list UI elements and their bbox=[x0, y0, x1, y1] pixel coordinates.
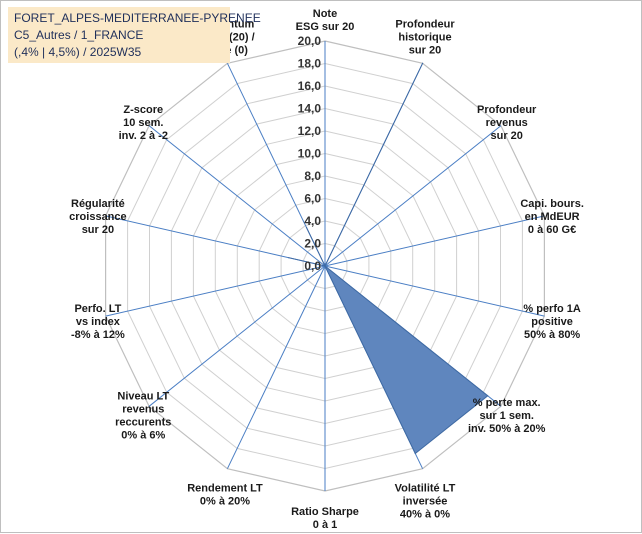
chart-title-line-3: (,4% | 4,5%) / 2025W35 bbox=[14, 45, 142, 59]
radar-axis-labels: Note ESG sur 20 Profondeur historique sur 20… bbox=[69, 8, 584, 531]
axis-label-line: Profondeur bbox=[477, 104, 537, 116]
radar-series bbox=[288, 62, 489, 455]
axis-label-line: Perfo. LT bbox=[74, 303, 121, 315]
tick-label: 2,0 bbox=[304, 237, 321, 251]
axis-label-line: sur 20 bbox=[82, 224, 114, 236]
tick-label: 0,0 bbox=[304, 259, 321, 273]
axis-label-line: 40% à 0% bbox=[400, 509, 450, 521]
tick-label: 12,0 bbox=[298, 124, 322, 138]
axis-label-line: revenus bbox=[122, 404, 164, 416]
axis-label-line: Capi. bours. bbox=[520, 198, 584, 210]
axis-label: Capi. bours. en MdEUR 0 à 60 G€ bbox=[520, 198, 584, 236]
axis-label-line: 50% à 80% bbox=[524, 329, 580, 341]
axis-spoke bbox=[324, 265, 545, 317]
axis-label-line: revenus bbox=[486, 117, 528, 129]
series-point bbox=[324, 265, 326, 267]
axis-label-line: en MdEUR bbox=[525, 211, 580, 223]
axis-label-line: Régularité bbox=[71, 198, 125, 210]
axis-spoke bbox=[148, 265, 326, 407]
series-point bbox=[487, 395, 489, 397]
radar-tick-labels: 0,0 2,0 4,0 6,0 8,0 10,0 12,0 14,0 16,0 18,0 20,0 bbox=[298, 34, 322, 273]
axis-label-line: % perte max. bbox=[473, 397, 541, 409]
axis-label: Niveau LT revenus reccurents 0% à 6% bbox=[115, 391, 171, 442]
axis-label: Volatilité LT inversée 40% à 0% bbox=[395, 483, 456, 521]
axis-label-line: sur 20 bbox=[490, 130, 522, 142]
tick-label: 20,0 bbox=[298, 34, 322, 48]
axis-label-line: historique bbox=[398, 31, 451, 43]
axis-label: % perte max. sur 1 sem. inv. 50% à 20% bbox=[468, 397, 546, 435]
axis-label-line: 0% à 6% bbox=[121, 430, 165, 442]
axis-label: Rendement LT 0% à 20% bbox=[187, 483, 263, 508]
axis-label-line: sur 20 bbox=[409, 44, 441, 56]
axis-label-line: Ratio Sharpe bbox=[291, 506, 359, 518]
axis-label: Z-score 10 sem. inv. 2 à -2 bbox=[119, 104, 168, 142]
chart-title-box: FORET_ALPES-MEDITERRANEE-PYRENEE C5_Autr… bbox=[8, 7, 261, 63]
axis-label: Profondeur revenus sur 20 bbox=[477, 104, 537, 142]
tick-label: 6,0 bbox=[304, 192, 321, 206]
tick-label: 8,0 bbox=[304, 169, 321, 183]
axis-label-line: sur 1 sem. bbox=[479, 410, 533, 422]
chart-title-line-2: C5_Autres / 1_FRANCE bbox=[14, 28, 144, 42]
tick-label: 16,0 bbox=[298, 79, 322, 93]
axis-label-line: -8% à 12% bbox=[71, 329, 125, 341]
chart-title-line-1: FORET_ALPES-MEDITERRANEE-PYRENEE bbox=[14, 11, 261, 25]
series-point bbox=[414, 452, 416, 455]
axis-label-line: 0% à 20% bbox=[200, 496, 250, 508]
axis-label-line: inv. 2 à -2 bbox=[119, 130, 168, 142]
axis-spoke bbox=[105, 265, 326, 317]
axis-label-line: 0 à 1 bbox=[313, 519, 337, 531]
axis-label-line: Note bbox=[313, 8, 337, 20]
axis-spoke bbox=[148, 125, 326, 267]
axis-label-line: 0 à 60 G€ bbox=[528, 224, 576, 236]
axis-label: Note ESG sur 20 bbox=[296, 8, 355, 33]
series-point bbox=[288, 257, 290, 259]
axis-label: Profondeur historique sur 20 bbox=[395, 18, 455, 56]
axis-label-line: Volatilité LT bbox=[395, 483, 456, 495]
tick-label: 18,0 bbox=[298, 57, 322, 71]
axis-label-line: vs index bbox=[76, 316, 121, 328]
axis-spoke bbox=[324, 125, 502, 267]
series-point bbox=[305, 226, 308, 229]
axis-label-line: positive bbox=[531, 316, 573, 328]
axis-label-line: Profondeur bbox=[395, 18, 455, 30]
axis-label-line: % perfo 1A bbox=[523, 303, 581, 315]
axis-label-line: inv. 50% à 20% bbox=[468, 423, 546, 435]
axis-spoke bbox=[324, 215, 545, 267]
axis-label: Ratio Sharpe 0 à 1 bbox=[291, 506, 359, 531]
axis-spoke bbox=[226, 265, 326, 469]
series-point bbox=[422, 62, 424, 64]
axis-label: Perfo. LT vs index -8% à 12% bbox=[71, 303, 125, 341]
tick-label: 14,0 bbox=[298, 102, 322, 116]
axis-label-line: reccurents bbox=[115, 417, 171, 429]
axis-label: % perfo 1A positive 50% à 80% bbox=[523, 303, 581, 341]
tick-label: 10,0 bbox=[298, 147, 322, 161]
axis-label-line: Rendement LT bbox=[187, 483, 263, 495]
axis-label-line: Niveau LT bbox=[117, 391, 169, 403]
axis-label: Régularité croissance sur 20 bbox=[69, 198, 126, 236]
axis-label-line: croissance bbox=[69, 211, 126, 223]
series-area bbox=[288, 62, 489, 454]
axis-label-line: 10 sem. bbox=[123, 117, 163, 129]
tick-label: 4,0 bbox=[304, 214, 321, 228]
axis-label-line: ESG sur 20 bbox=[296, 21, 355, 33]
axis-label-line: Z-score bbox=[123, 104, 163, 116]
axis-label-line: inversée bbox=[403, 496, 448, 508]
